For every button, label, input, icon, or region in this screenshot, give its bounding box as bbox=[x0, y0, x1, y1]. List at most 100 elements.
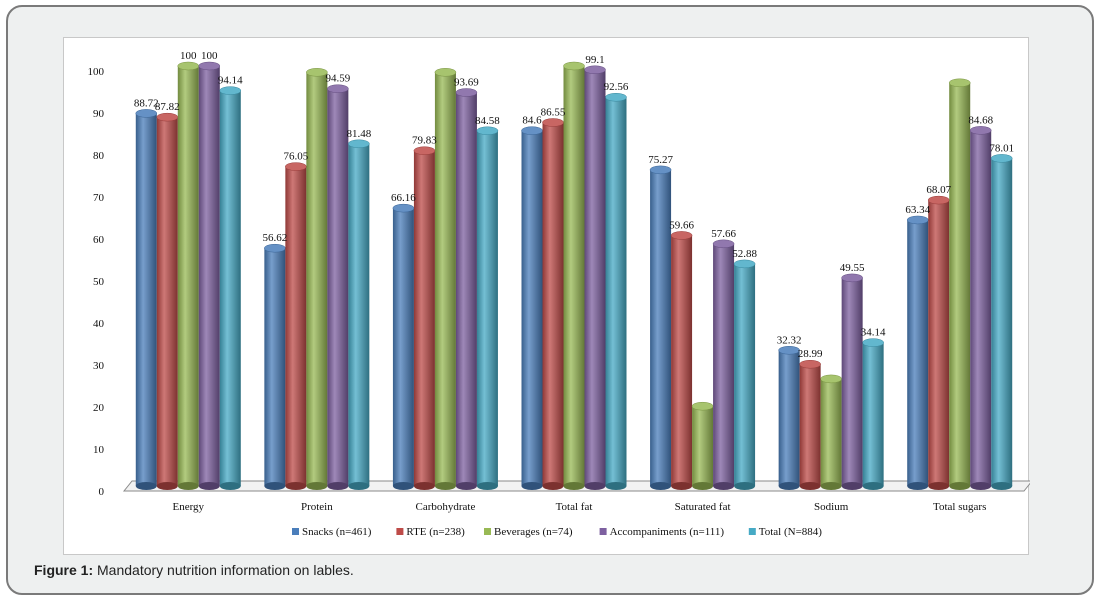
bar-top bbox=[927, 195, 950, 205]
bar-body bbox=[219, 90, 241, 486]
bar-base bbox=[841, 482, 863, 490]
bar-top bbox=[455, 88, 478, 97]
figure-frame: 0 10 20 30 40 50 60 70 80 90 100 Energy Protein Carbo… bbox=[6, 5, 1094, 595]
bar-top bbox=[691, 401, 714, 411]
bar-base bbox=[198, 482, 220, 490]
bar-body bbox=[778, 350, 800, 486]
bar-body bbox=[327, 88, 349, 487]
bar-base bbox=[799, 482, 821, 490]
data-label: 94.59 bbox=[325, 73, 350, 85]
bar-base bbox=[327, 482, 349, 490]
bar bbox=[392, 203, 415, 490]
bar-base bbox=[820, 482, 842, 490]
bar-top bbox=[413, 146, 436, 155]
bar bbox=[927, 195, 950, 490]
data-label: 49.55 bbox=[840, 262, 865, 274]
bar-base bbox=[177, 482, 199, 490]
bar-base bbox=[476, 482, 498, 490]
bar-top bbox=[799, 359, 821, 369]
bar bbox=[862, 338, 884, 490]
y-tick-label: 30 bbox=[93, 360, 105, 372]
bar bbox=[219, 86, 242, 490]
bar-body bbox=[862, 342, 884, 486]
bar bbox=[264, 243, 286, 490]
data-label: 100 bbox=[180, 50, 197, 62]
bar-body bbox=[991, 158, 1013, 486]
data-label: 75.27 bbox=[648, 154, 673, 166]
data-label: 79.83 bbox=[412, 135, 437, 147]
bar-body bbox=[605, 97, 627, 487]
legend-label: Snacks (n=461) bbox=[302, 526, 372, 538]
bar-top bbox=[733, 259, 756, 269]
bar bbox=[649, 165, 672, 490]
y-tick-label: 40 bbox=[93, 318, 105, 330]
bar-base bbox=[348, 482, 370, 490]
bar bbox=[413, 146, 436, 490]
bar-body bbox=[650, 169, 672, 486]
bar-base bbox=[734, 482, 756, 490]
y-tick-label: 80 bbox=[93, 150, 105, 162]
bar-top bbox=[521, 126, 543, 135]
data-label: 56.62 bbox=[262, 232, 287, 244]
bar-base bbox=[285, 482, 307, 490]
bar-top bbox=[434, 68, 457, 77]
x-tick-label: Protein bbox=[301, 501, 333, 513]
legend-label: Beverages (n=74) bbox=[494, 526, 573, 538]
bar-top bbox=[906, 215, 929, 225]
bar-top bbox=[476, 126, 499, 136]
bar-base bbox=[970, 482, 992, 490]
bar-top bbox=[712, 239, 735, 249]
data-label: 84.6 bbox=[522, 115, 542, 127]
data-label: 84.58 bbox=[475, 115, 500, 127]
bar-body bbox=[799, 364, 821, 486]
bar-base bbox=[563, 482, 585, 490]
bar-body bbox=[671, 235, 693, 486]
bar-top bbox=[969, 126, 992, 135]
bar-base bbox=[650, 482, 672, 490]
bar-top bbox=[649, 165, 672, 175]
bar bbox=[584, 65, 606, 490]
bar-base bbox=[907, 482, 929, 490]
bar-base bbox=[671, 482, 693, 490]
bar-base bbox=[862, 482, 884, 490]
legend-swatch bbox=[484, 528, 491, 535]
bar bbox=[969, 126, 992, 490]
bar bbox=[135, 109, 158, 490]
legend: Snacks (n=461) RTE (n=238) Beverages (n=74… bbox=[292, 526, 822, 538]
bar-top bbox=[219, 86, 242, 95]
data-label: 93.69 bbox=[454, 77, 479, 89]
bar bbox=[778, 346, 800, 490]
legend-item: Total (N=884) bbox=[748, 526, 822, 538]
bar-base bbox=[455, 482, 477, 490]
bar-body bbox=[156, 117, 178, 486]
bar-base bbox=[542, 482, 564, 490]
bar-top bbox=[306, 68, 328, 77]
y-tick-label: 70 bbox=[93, 192, 105, 204]
x-tick-label: Energy bbox=[172, 501, 204, 513]
x-tick-label: Total sugars bbox=[933, 501, 986, 513]
bar-base bbox=[135, 482, 157, 490]
bar-top bbox=[605, 92, 627, 102]
bar bbox=[306, 68, 328, 490]
y-tick-label: 10 bbox=[93, 444, 105, 456]
bar bbox=[799, 359, 821, 490]
bar-body bbox=[584, 69, 606, 486]
bar-base bbox=[692, 482, 714, 490]
bar bbox=[563, 61, 585, 490]
bar-body bbox=[713, 243, 735, 486]
y-tick-label: 20 bbox=[93, 402, 105, 414]
data-label: 99.1 bbox=[585, 54, 604, 66]
legend-item: Beverages (n=74) bbox=[484, 526, 573, 538]
legend-swatch bbox=[599, 528, 607, 535]
bar-body bbox=[306, 72, 328, 487]
bar-body bbox=[198, 66, 220, 486]
data-label: 100 bbox=[201, 50, 218, 62]
bar bbox=[948, 78, 971, 490]
data-label: 59.66 bbox=[669, 219, 694, 231]
bar-chart: 0 10 20 30 40 50 60 70 80 90 100 Energy Protein Carbo… bbox=[88, 50, 1030, 538]
x-tick-label: Sodium bbox=[814, 501, 849, 513]
data-label: 52.88 bbox=[732, 248, 757, 260]
y-tick-label: 0 bbox=[99, 486, 105, 498]
bar bbox=[348, 139, 370, 490]
data-label: 94.14 bbox=[218, 75, 243, 87]
